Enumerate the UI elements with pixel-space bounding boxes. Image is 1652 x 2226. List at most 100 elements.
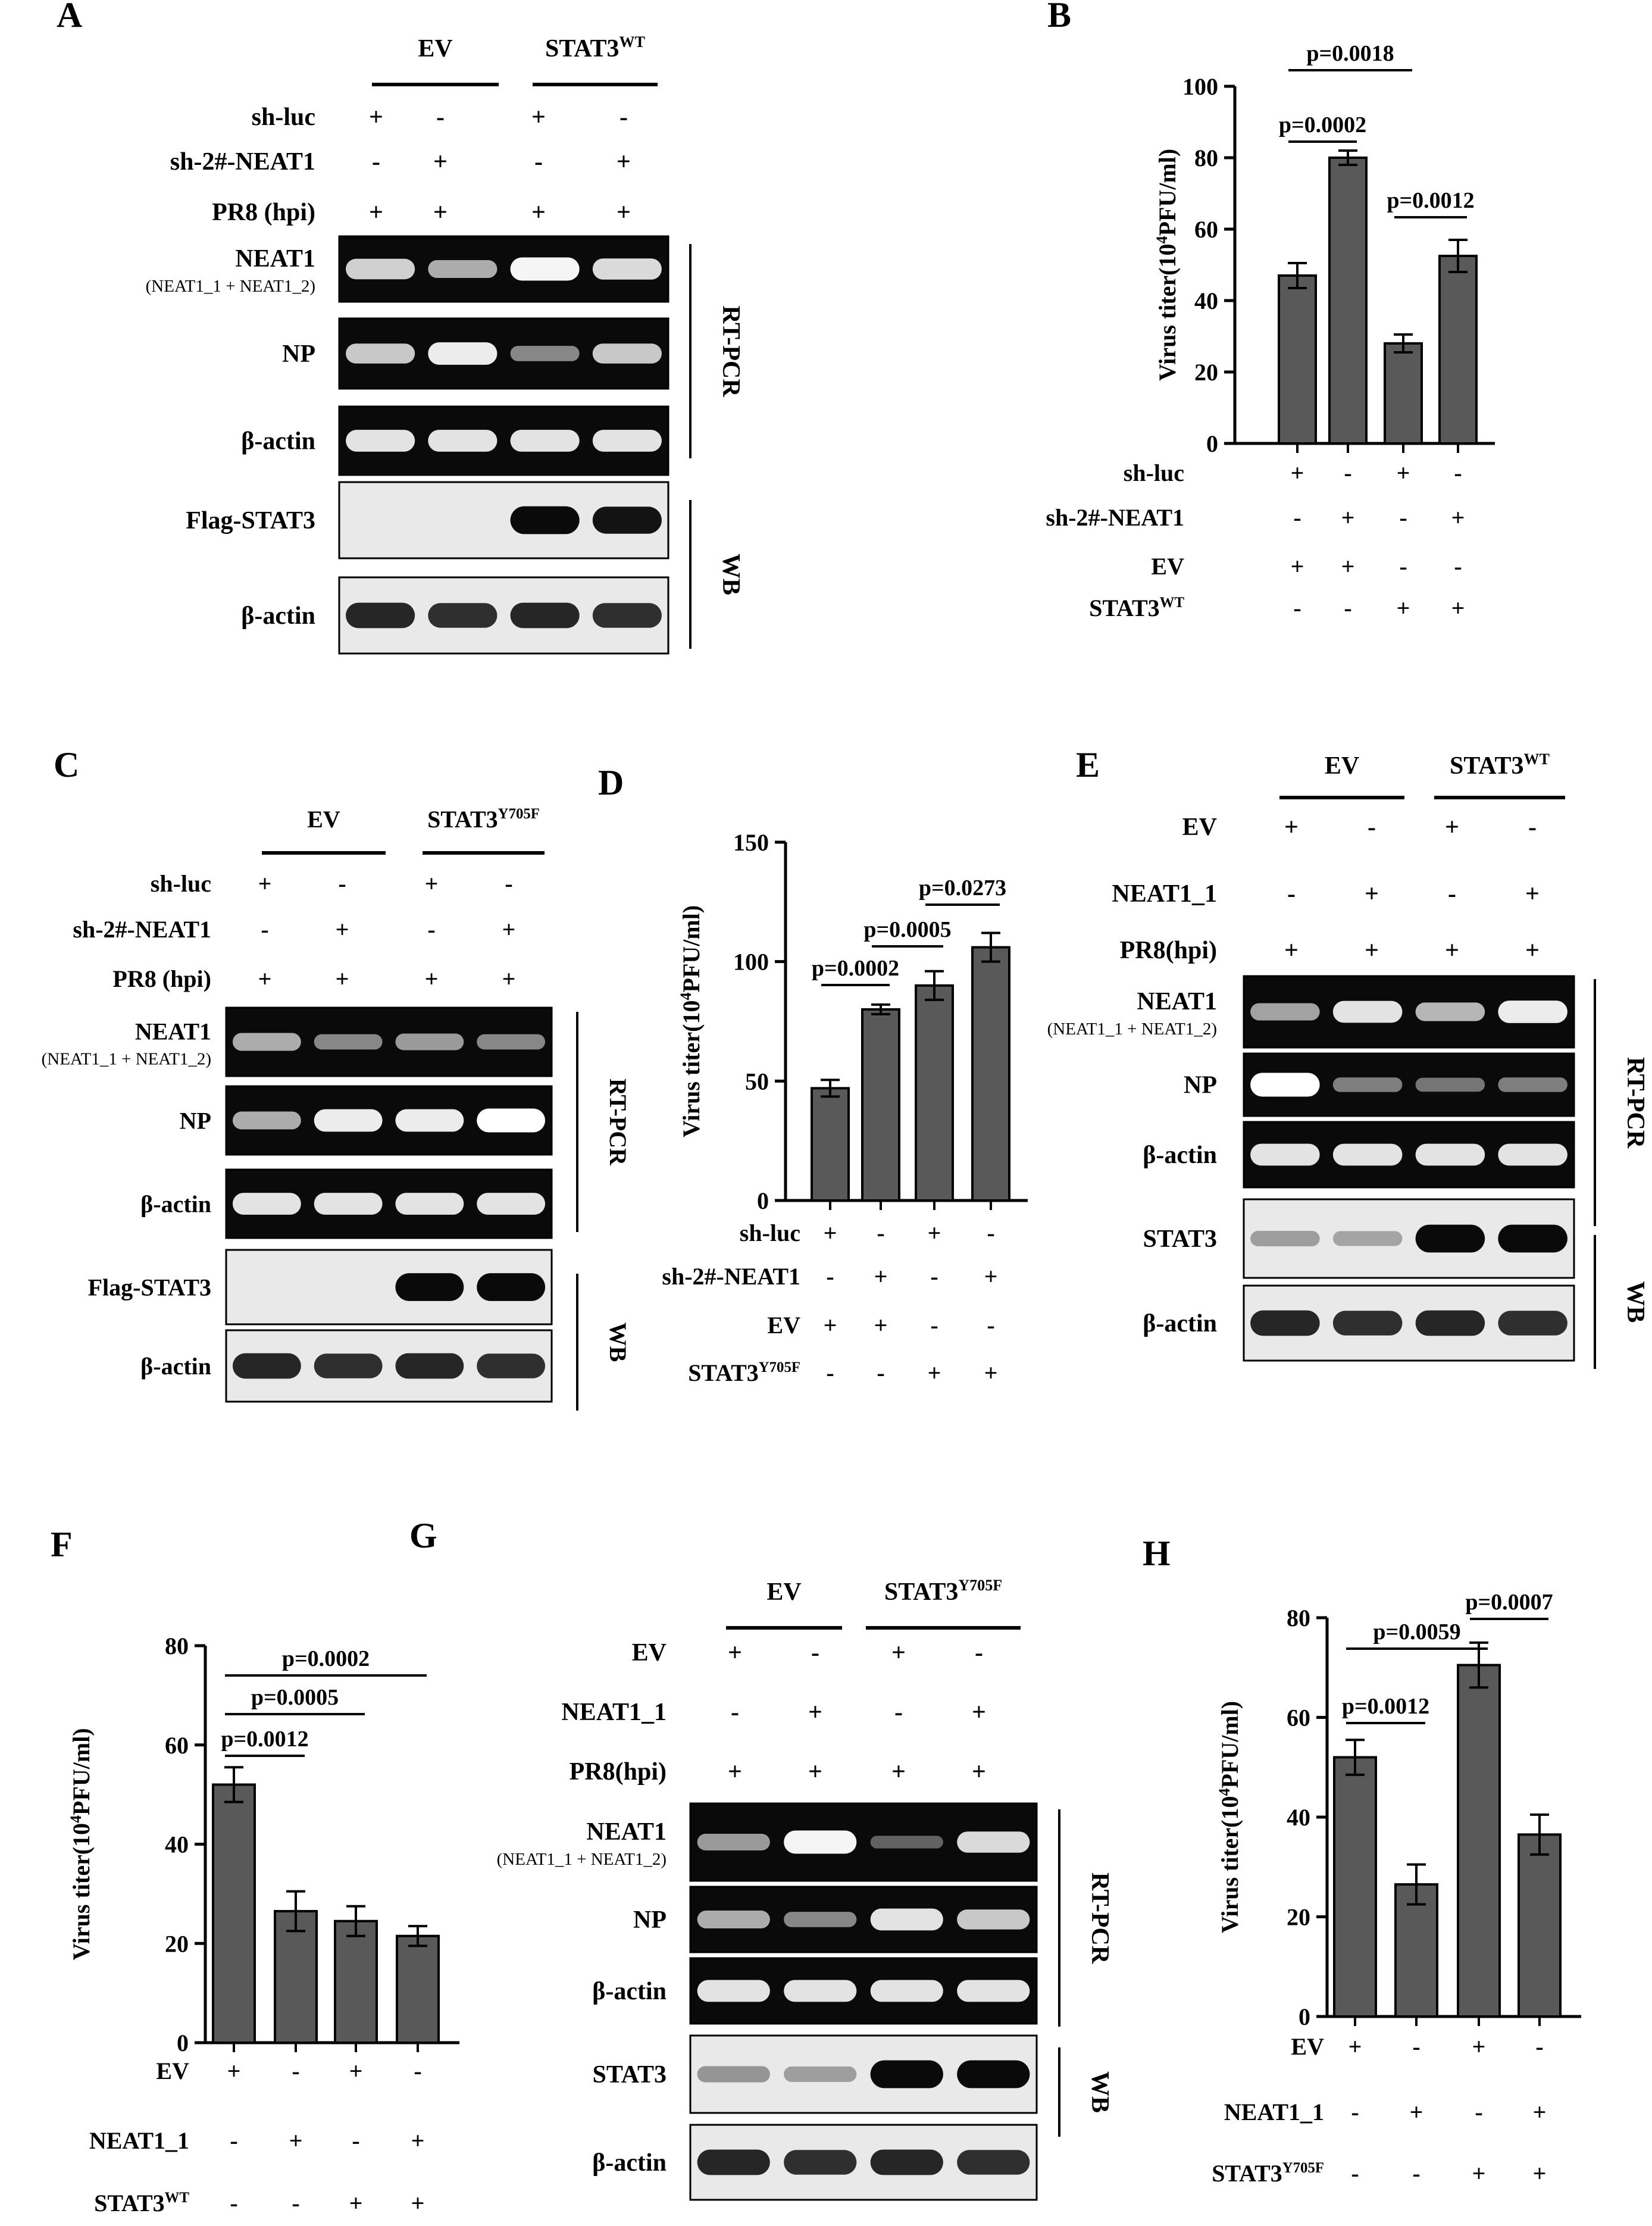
condition-sign: - — [877, 1359, 884, 1386]
condition-sign: + — [1451, 595, 1465, 621]
y-tick-label: 60 — [1194, 216, 1218, 243]
condition-label-base: STAT3 — [1212, 2160, 1282, 2187]
band — [592, 603, 662, 628]
condition-sign: + — [1397, 459, 1410, 486]
condition-sign: + — [891, 1758, 906, 1786]
condition-sign: - — [987, 1220, 994, 1246]
condition-label: EV — [156, 2058, 189, 2084]
condition-label: PR8 (hpi) — [212, 199, 315, 226]
condition-sign: + — [984, 1263, 998, 1290]
group-header-ev-base: EV — [418, 35, 452, 62]
band — [592, 258, 662, 280]
p-value-label: p=0.0007 — [1465, 1590, 1553, 1615]
bar — [396, 1934, 440, 2044]
condition-label: NEAT1_1 — [561, 1699, 667, 1726]
condition-sign: - — [1351, 2099, 1359, 2125]
group-header-stat3-base: STAT3 — [884, 1578, 958, 1606]
condition-sign: + — [1348, 2033, 1362, 2060]
band — [784, 2066, 857, 2082]
panel-letter-c: C — [54, 745, 79, 784]
condition-label: EV — [1291, 2033, 1324, 2060]
condition-sign: + — [808, 1699, 822, 1726]
p-value-label: p=0.0018 — [1306, 41, 1394, 66]
y-tick-label: 80 — [1194, 145, 1218, 171]
band — [395, 1109, 464, 1132]
condition-sign: + — [531, 199, 546, 226]
condition-sign: - — [731, 1699, 739, 1726]
condition-sign: + — [1397, 595, 1410, 621]
condition-label: sh-luc — [740, 1220, 800, 1246]
band — [1332, 1311, 1403, 1336]
p-value-label: p=0.0012 — [1342, 1694, 1429, 1719]
band — [697, 2066, 770, 2083]
band — [510, 602, 580, 629]
band — [346, 430, 415, 452]
band — [510, 346, 580, 361]
condition-sign: - — [505, 870, 512, 897]
band — [1332, 1231, 1403, 1246]
y-axis-label-part: Virus titer(10 — [1154, 243, 1181, 381]
band — [870, 1836, 943, 1849]
band — [1415, 1143, 1485, 1166]
panel-b: B 0 20 40 60 80 100 Virus titer(104PFU/ml) p=0.0… — [1046, 0, 1495, 621]
condition-sign: + — [1341, 504, 1355, 531]
p-value-label: p=0.0012 — [221, 1727, 308, 1752]
condition-sign: + — [433, 148, 448, 176]
condition-label: sh-2#-NEAT1 — [1046, 504, 1184, 531]
panel-c: C EV STAT3Y705F sh-luc + - + - sh-2#-NEAT1 - + - + PR… — [42, 745, 631, 1411]
band — [697, 1980, 770, 2002]
blot-label: NEAT1 — [586, 1818, 667, 1846]
group-header-stat3: STAT3WT — [545, 33, 645, 62]
group-header-stat3-base: STAT3 — [545, 35, 619, 62]
condition-sign: + — [1291, 459, 1304, 486]
condition-sign: - — [1399, 553, 1407, 580]
band — [592, 430, 662, 452]
condition-sign: - — [427, 916, 435, 943]
condition-label-base: EV — [767, 1312, 800, 1339]
condition-label: NEAT1_1 — [1224, 2099, 1324, 2125]
band — [314, 1193, 383, 1215]
condition-sign: + — [349, 2190, 363, 2216]
condition-sign: + — [928, 1359, 941, 1386]
condition-label: EV — [767, 1312, 800, 1339]
y-tick-label: 100 — [733, 949, 769, 976]
condition-sign: + — [728, 1758, 742, 1786]
p-value-label: p=0.0002 — [1279, 112, 1366, 137]
condition-label-sup: Y705F — [759, 1359, 800, 1375]
condition-label-base: sh-2#-NEAT1 — [662, 1263, 800, 1290]
condition-sign: + — [227, 2058, 241, 2084]
group-header-stat3-sup: WT — [1524, 751, 1550, 768]
y-tick-label: 0 — [1206, 430, 1218, 457]
band — [697, 2149, 770, 2175]
bar — [274, 1910, 318, 2044]
condition-sign: - — [1454, 459, 1462, 486]
bar — [1328, 157, 1368, 445]
condition-sign: + — [1284, 937, 1299, 964]
condition-sign: - — [1344, 459, 1351, 486]
y-axis-label-part: PFU/ml) — [68, 1728, 95, 1815]
condition-sign: - — [372, 148, 380, 176]
condition-label-base: NEAT1_1 — [1224, 2099, 1324, 2125]
condition-sign: - — [1293, 595, 1301, 621]
blot-label: β-actin — [1143, 1142, 1217, 1169]
condition-label: sh-2#-NEAT1 — [662, 1263, 800, 1290]
bracket-label-wb: WB — [1622, 1281, 1649, 1323]
group-header-stat3-sup: Y705F — [498, 806, 540, 822]
band — [395, 1273, 464, 1301]
p-value-label: p=0.0005 — [863, 917, 951, 942]
blot-label: β-actin — [241, 602, 315, 630]
y-tick-label: 80 — [1287, 1605, 1310, 1631]
condition-sign: - — [894, 1699, 903, 1726]
condition-sign: + — [617, 148, 631, 176]
blot-label: NP — [633, 1906, 667, 1934]
group-header-ev-base: EV — [1325, 752, 1359, 780]
group-header-ev: EV — [1325, 752, 1359, 780]
panel-letter-e: E — [1076, 745, 1100, 784]
y-tick-label: 20 — [1194, 359, 1218, 386]
condition-sign: + — [1525, 937, 1540, 964]
band — [1415, 1077, 1485, 1092]
condition-sign: - — [1368, 814, 1376, 841]
bracket-label-rt-pcr: RT-PCR — [1086, 1872, 1113, 1964]
condition-sign: - — [230, 2127, 237, 2154]
condition-sign: - — [1475, 2099, 1482, 2125]
